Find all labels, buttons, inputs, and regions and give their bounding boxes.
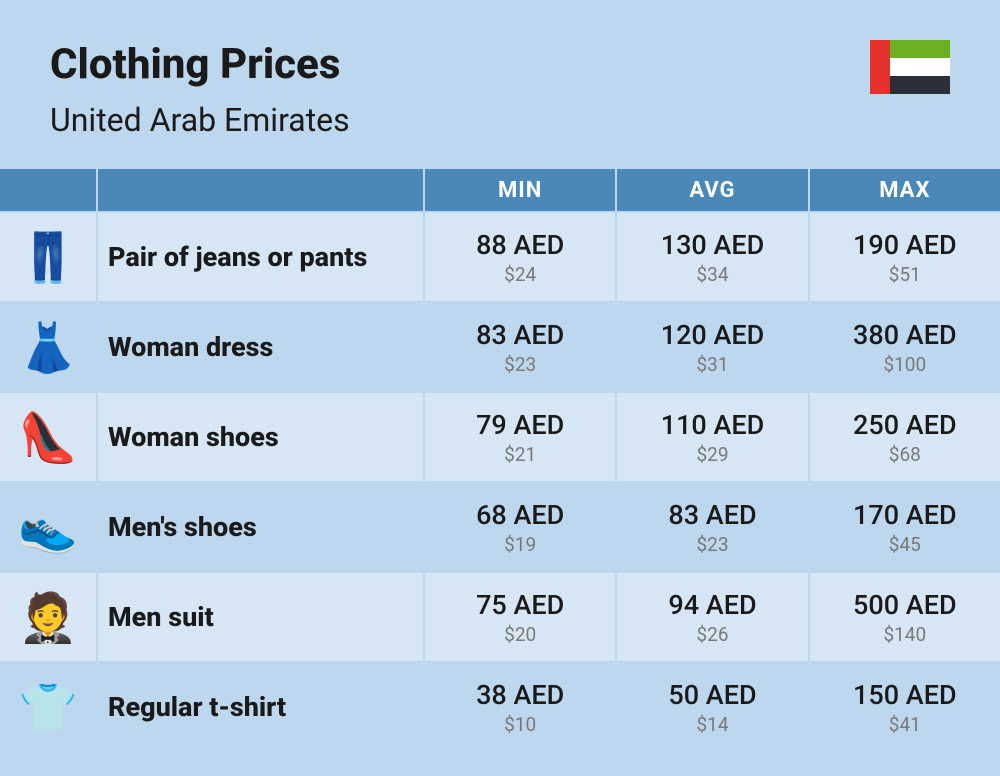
avg-cell: 83 AED$23 bbox=[617, 483, 809, 571]
avg-main: 83 AED bbox=[668, 499, 756, 531]
min-main: 83 AED bbox=[476, 319, 564, 351]
item-icon: 👟 bbox=[0, 483, 98, 571]
min-main: 75 AED bbox=[476, 589, 564, 621]
item-label: Men's shoes bbox=[98, 483, 425, 571]
avg-cell: 120 AED$31 bbox=[617, 303, 809, 391]
prices-table: MIN AVG MAX 👖Pair of jeans or pants88 AE… bbox=[0, 169, 1000, 751]
avg-cell: 110 AED$29 bbox=[617, 393, 809, 481]
min-sub: $24 bbox=[504, 263, 536, 286]
avg-main: 120 AED bbox=[661, 319, 765, 351]
header-avg: AVG bbox=[617, 169, 809, 211]
avg-sub: $34 bbox=[696, 263, 728, 286]
min-cell: 79 AED$21 bbox=[425, 393, 617, 481]
table-row: 👕Regular t-shirt38 AED$1050 AED$14150 AE… bbox=[0, 661, 1000, 751]
table-row: 🤵Men suit75 AED$2094 AED$26500 AED$140 bbox=[0, 571, 1000, 661]
min-cell: 83 AED$23 bbox=[425, 303, 617, 391]
avg-cell: 50 AED$14 bbox=[617, 663, 809, 751]
min-cell: 68 AED$19 bbox=[425, 483, 617, 571]
item-icon: 👖 bbox=[0, 213, 98, 301]
max-sub: $100 bbox=[883, 353, 926, 376]
item-label: Men suit bbox=[98, 573, 425, 661]
item-icon: 👠 bbox=[0, 393, 98, 481]
avg-main: 94 AED bbox=[668, 589, 756, 621]
min-sub: $21 bbox=[504, 443, 536, 466]
item-icon: 👗 bbox=[0, 303, 98, 391]
avg-sub: $14 bbox=[696, 713, 728, 736]
max-cell: 170 AED$45 bbox=[810, 483, 1000, 571]
avg-sub: $23 bbox=[696, 533, 728, 556]
max-cell: 500 AED$140 bbox=[810, 573, 1000, 661]
max-sub: $51 bbox=[889, 263, 921, 286]
table-row: 👠Woman shoes79 AED$21110 AED$29250 AED$6… bbox=[0, 391, 1000, 481]
item-icon: 👕 bbox=[0, 663, 98, 751]
table-row: 👖Pair of jeans or pants88 AED$24130 AED$… bbox=[0, 211, 1000, 301]
max-main: 150 AED bbox=[853, 679, 957, 711]
max-sub: $68 bbox=[889, 443, 921, 466]
max-main: 190 AED bbox=[853, 229, 957, 261]
min-cell: 75 AED$20 bbox=[425, 573, 617, 661]
item-label: Woman shoes bbox=[98, 393, 425, 481]
header: Clothing Prices United Arab Emirates bbox=[0, 0, 1000, 169]
header-label-col bbox=[98, 169, 425, 211]
item-label: Woman dress bbox=[98, 303, 425, 391]
table-header: MIN AVG MAX bbox=[0, 169, 1000, 211]
min-sub: $10 bbox=[504, 713, 536, 736]
avg-main: 110 AED bbox=[661, 409, 765, 441]
uae-flag-icon bbox=[870, 40, 950, 94]
item-label: Pair of jeans or pants bbox=[98, 213, 425, 301]
max-main: 170 AED bbox=[853, 499, 957, 531]
max-cell: 380 AED$100 bbox=[810, 303, 1000, 391]
max-main: 380 AED bbox=[853, 319, 957, 351]
max-main: 250 AED bbox=[853, 409, 957, 441]
max-main: 500 AED bbox=[853, 589, 957, 621]
header-max: MAX bbox=[810, 169, 1000, 211]
page-title: Clothing Prices bbox=[50, 40, 350, 89]
max-cell: 190 AED$51 bbox=[810, 213, 1000, 301]
avg-main: 130 AED bbox=[661, 229, 765, 261]
min-sub: $23 bbox=[504, 353, 536, 376]
table-body: 👖Pair of jeans or pants88 AED$24130 AED$… bbox=[0, 211, 1000, 751]
table-row: 👗Woman dress83 AED$23120 AED$31380 AED$1… bbox=[0, 301, 1000, 391]
title-block: Clothing Prices United Arab Emirates bbox=[50, 40, 350, 139]
min-main: 79 AED bbox=[476, 409, 564, 441]
avg-cell: 94 AED$26 bbox=[617, 573, 809, 661]
min-main: 38 AED bbox=[476, 679, 564, 711]
max-cell: 150 AED$41 bbox=[810, 663, 1000, 751]
header-icon-col bbox=[0, 169, 98, 211]
avg-cell: 130 AED$34 bbox=[617, 213, 809, 301]
max-sub: $140 bbox=[883, 623, 926, 646]
min-cell: 38 AED$10 bbox=[425, 663, 617, 751]
max-cell: 250 AED$68 bbox=[810, 393, 1000, 481]
min-main: 68 AED bbox=[476, 499, 564, 531]
item-icon: 🤵 bbox=[0, 573, 98, 661]
page-subtitle: United Arab Emirates bbox=[50, 101, 350, 139]
table-row: 👟Men's shoes68 AED$1983 AED$23170 AED$45 bbox=[0, 481, 1000, 571]
avg-sub: $29 bbox=[696, 443, 728, 466]
avg-sub: $26 bbox=[696, 623, 728, 646]
min-sub: $19 bbox=[504, 533, 536, 556]
avg-main: 50 AED bbox=[668, 679, 756, 711]
min-main: 88 AED bbox=[476, 229, 564, 261]
max-sub: $41 bbox=[889, 713, 921, 736]
min-sub: $20 bbox=[504, 623, 536, 646]
min-cell: 88 AED$24 bbox=[425, 213, 617, 301]
max-sub: $45 bbox=[889, 533, 921, 556]
item-label: Regular t-shirt bbox=[98, 663, 425, 751]
avg-sub: $31 bbox=[696, 353, 728, 376]
header-min: MIN bbox=[425, 169, 617, 211]
